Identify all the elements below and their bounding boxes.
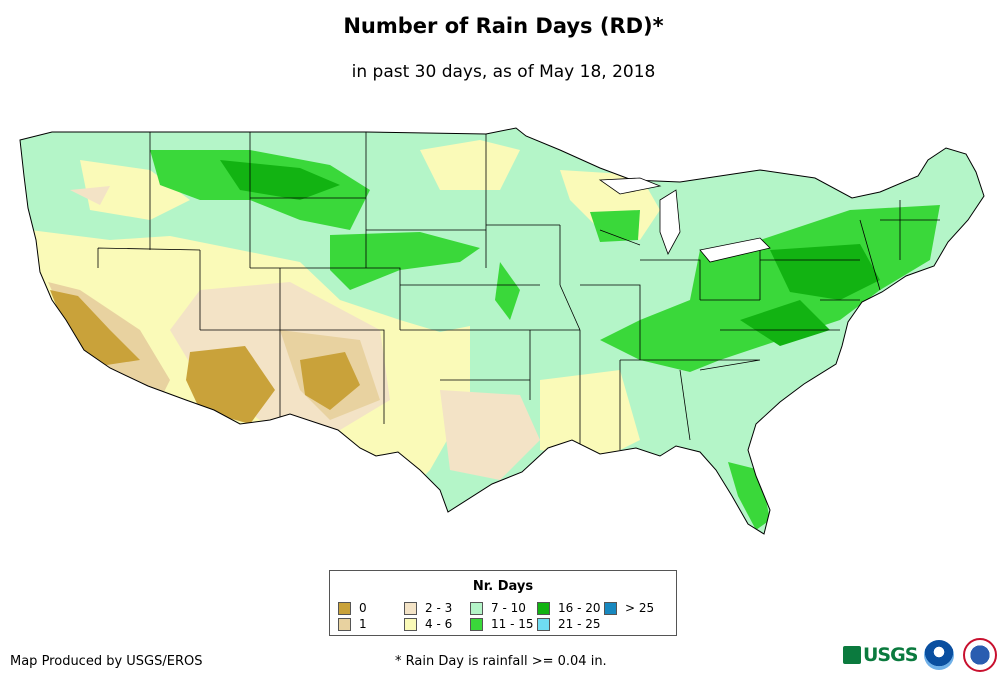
legend-item-2: 2 - 3 [404,601,452,615]
usgs-logo: USGS [843,642,919,668]
usgs-logo-text: USGS [863,644,918,666]
legend-item-0: 0 [338,601,367,615]
legend-label-2: 2 - 3 [425,601,453,615]
legend-swatch-0 [338,601,351,615]
legend-label-0: 0 [359,601,367,615]
legend-label-3: 4 - 6 [425,617,453,631]
map-credit: Map Produced by USGS/EROS [10,654,203,669]
legend-label-1: 1 [359,617,367,631]
legend-swatch-5 [470,617,483,631]
usgs-wave-icon [843,646,861,664]
legend-label-7: 21 - 25 [558,617,601,631]
legend-swatch-1 [338,617,351,631]
legend-item-3: 4 - 6 [404,617,452,631]
legend-item-4: 7 - 10 [470,601,526,615]
us-rain-days-map [19,127,985,535]
legend-item-5: 11 - 15 [470,617,534,631]
legend-item-8: > 25 [604,601,654,615]
nws-logo-icon [963,638,997,672]
legend-swatch-3 [404,617,417,631]
rain-day-footnote: * Rain Day is rainfall >= 0.04 in. [395,654,607,669]
legend-swatch-6 [537,601,550,615]
legend-item-7: 21 - 25 [537,617,601,631]
noaa-logo-icon [924,640,954,670]
legend-swatch-2 [404,601,417,615]
legend-label-8: > 25 [625,601,655,615]
map-title: Number of Rain Days (RD)* [343,14,664,38]
legend-label-6: 16 - 20 [558,601,601,615]
legend-item-6: 16 - 20 [537,601,601,615]
legend-swatch-7 [537,617,550,631]
legend-label-5: 11 - 15 [491,617,534,631]
legend-item-1: 1 [338,617,367,631]
legend-title: Nr. Days [472,579,534,594]
legend-label-4: 7 - 10 [491,601,526,615]
legend-swatch-8 [604,601,617,615]
legend-swatch-4 [470,601,483,615]
map-subtitle: in past 30 days, as of May 18, 2018 [351,62,656,82]
legend: Nr. Days 0 1 2 - 3 4 - 6 7 - 10 11 - 15 … [329,570,677,636]
